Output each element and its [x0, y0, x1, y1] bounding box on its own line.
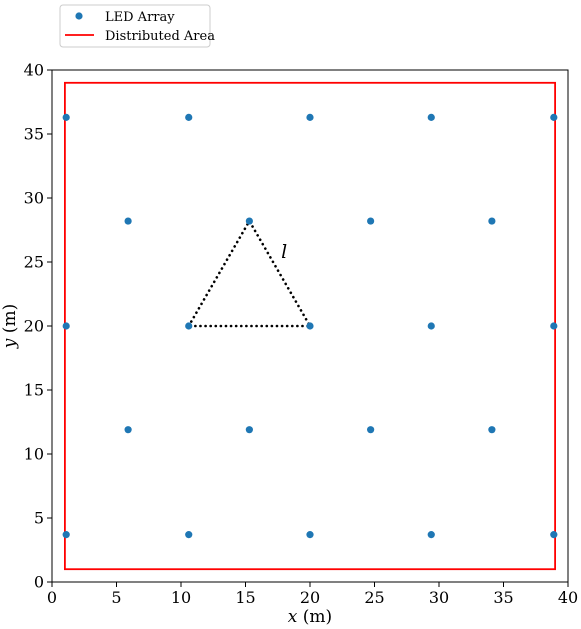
led-point	[185, 113, 193, 121]
x-tick-label: 0	[47, 588, 57, 607]
spacing-triangle	[186, 218, 313, 328]
led-point	[550, 531, 558, 539]
x-tick-label: 5	[111, 588, 121, 607]
led-point	[367, 426, 375, 434]
x-axis-unit: (m)	[303, 607, 332, 627]
y-tick-label: 10	[24, 445, 44, 464]
y-tick-label: 0	[34, 573, 44, 592]
y-tick-label: 30	[24, 189, 44, 208]
led-point	[62, 531, 70, 539]
x-tick-label: 20	[300, 588, 320, 607]
legend-frame	[59, 4, 211, 48]
led-point	[62, 322, 70, 330]
led-point	[427, 113, 435, 121]
y-tick-label: 35	[24, 125, 44, 144]
y-tick-label: 25	[24, 253, 44, 272]
legend-label-distributed-area: Distributed Area	[105, 29, 215, 44]
x-tick-label: 15	[235, 588, 255, 607]
legend: LED Array Distributed Area	[59, 4, 215, 48]
led-point	[427, 531, 435, 539]
legend-marker-led-array	[75, 12, 83, 20]
led-point	[306, 322, 314, 330]
x-tick-label: 25	[364, 588, 384, 607]
led-point	[488, 426, 496, 434]
y-tick-label: 40	[24, 61, 44, 80]
x-tick-label: 40	[558, 588, 578, 607]
plot-area: l	[62, 81, 558, 571]
led-point	[367, 217, 375, 225]
led-point	[306, 113, 314, 121]
legend-label-led-array: LED Array	[105, 10, 175, 25]
x-axis-variable: x	[288, 607, 298, 627]
x-axis-label: x (m)	[288, 607, 332, 627]
y-tick-label: 20	[24, 317, 44, 336]
y-tick-label: 5	[34, 509, 44, 528]
led-point	[306, 531, 314, 539]
led-point	[245, 426, 253, 434]
led-point	[427, 322, 435, 330]
x-axis-ticks: 0 5 10 15 20 25 30 35 40	[47, 582, 578, 607]
x-tick-label: 10	[171, 588, 191, 607]
y-axis-variable: y	[0, 338, 20, 349]
x-tick-label: 30	[429, 588, 449, 607]
led-point	[245, 217, 253, 225]
y-tick-label: 15	[24, 381, 44, 400]
x-tick-label: 35	[493, 588, 513, 607]
led-point	[185, 322, 193, 330]
led-point	[550, 322, 558, 330]
led-point	[124, 426, 132, 434]
y-axis-label: y (m)	[0, 304, 20, 349]
led-point	[124, 217, 132, 225]
led-point	[62, 113, 70, 121]
y-axis-unit: (m)	[0, 304, 20, 333]
led-point	[550, 113, 558, 121]
led-point	[488, 217, 496, 225]
led-point	[185, 531, 193, 539]
spacing-annotation: l	[281, 241, 287, 263]
y-axis-ticks: 0 5 10 15 20 25 30 35 40	[24, 61, 52, 592]
